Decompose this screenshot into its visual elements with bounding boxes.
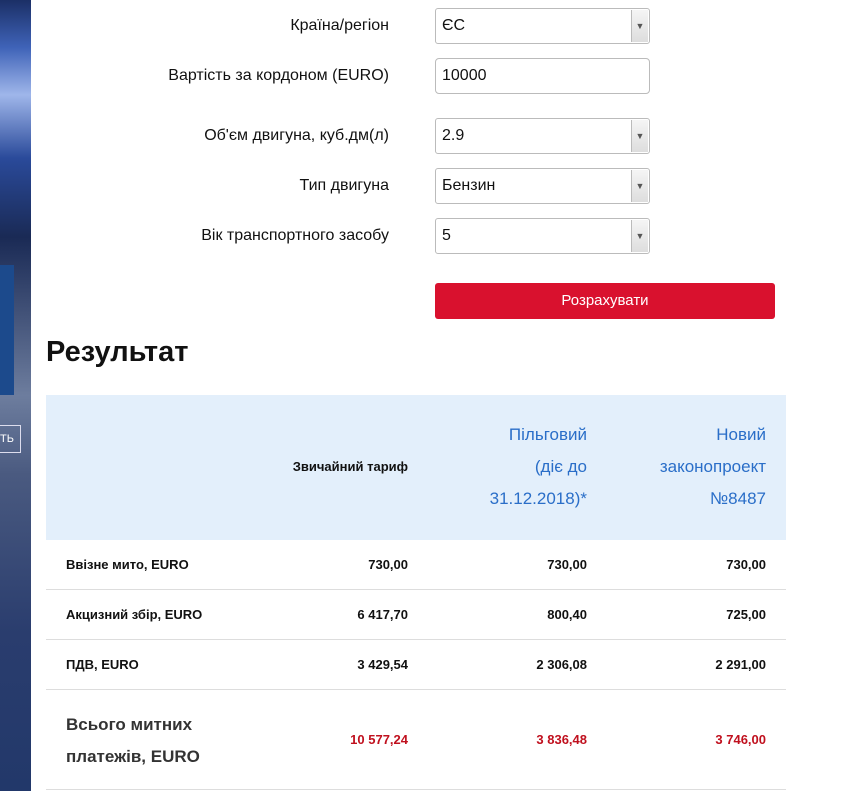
cell: 2 291,00 (715, 657, 766, 672)
cell: 730,00 (368, 557, 408, 572)
table-row: Ввізне мито, EURO 730,00 730,00 730,00 (46, 540, 786, 590)
engine-type-select[interactable]: Бензин ▼ (435, 168, 650, 204)
cell: 730,00 (726, 557, 766, 572)
header-line: №8487 (709, 489, 766, 508)
age-value: 5 (442, 227, 451, 244)
product-image (0, 265, 14, 395)
price-value: 10000 (442, 67, 487, 84)
age-label: Вік транспортного засобу (201, 227, 389, 244)
engine-type-value: Бензин (442, 177, 496, 194)
engine-volume-value: 2.9 (442, 127, 465, 144)
header-line: 31.12.2018)* (489, 489, 587, 508)
row-label: Ввізне мито, EURO (66, 557, 189, 572)
header-line: Пільговий (508, 425, 587, 444)
price-input[interactable]: 10000 (435, 58, 650, 94)
cell: 730,00 (547, 557, 587, 572)
chevron-down-icon: ▼ (631, 120, 648, 152)
ad-banner[interactable]: ТЬ (0, 0, 31, 791)
engine-volume-row: Об'єм двигуна, куб.дм(л) 2.9 ▼ (0, 118, 849, 154)
country-select[interactable]: ЄС ▼ (435, 8, 650, 44)
country-row: Країна/регіон ЄС ▼ (0, 8, 849, 44)
price-label: Вартість за кордоном (EURO) (168, 67, 389, 84)
engine-volume-label: Об'єм двигуна, куб.дм(л) (204, 127, 389, 144)
total-cell: 3 836,48 (536, 732, 587, 747)
row-label: Акцизний збір, EURO (66, 607, 203, 622)
total-label: Всього митних платежів, EURO (66, 715, 200, 766)
chevron-down-icon: ▼ (631, 170, 648, 202)
total-cell: 3 746,00 (715, 732, 766, 747)
header-line: законопроект (659, 457, 766, 476)
header-regular: Звичайний тариф (292, 459, 408, 474)
chevron-down-icon: ▼ (631, 10, 648, 42)
total-cell: 10 577,24 (350, 732, 408, 747)
row-label: ПДВ, EURO (66, 657, 139, 672)
engine-type-row: Тип двигуна Бензин ▼ (0, 168, 849, 204)
age-select[interactable]: 5 ▼ (435, 218, 650, 254)
cell: 800,40 (547, 607, 587, 622)
country-label: Країна/регіон (290, 17, 389, 34)
calculate-button[interactable]: Розрахувати (435, 283, 775, 319)
table-row: ПДВ, EURO 3 429,54 2 306,08 2 291,00 (46, 640, 786, 690)
total-row: Всього митних платежів, EURO 10 577,24 3… (46, 690, 786, 790)
price-row: Вартість за кордоном (EURO) 10000 (0, 58, 849, 94)
engine-type-label: Тип двигуна (299, 177, 389, 194)
header-new-bill: Новий законопроект №8487 (660, 419, 766, 515)
cell: 3 429,54 (357, 657, 408, 672)
header-line: (діє до (534, 457, 587, 476)
chevron-down-icon: ▼ (631, 220, 648, 252)
engine-volume-select[interactable]: 2.9 ▼ (435, 118, 650, 154)
table-header: Звичайний тариф Пільговий (діє до 31.12.… (46, 395, 786, 540)
header-line: Новий (716, 425, 766, 444)
result-title: Результат (46, 336, 189, 368)
result-table: Звичайний тариф Пільговий (діє до 31.12.… (46, 395, 786, 790)
country-value: ЄС (442, 17, 466, 34)
cell: 6 417,70 (357, 607, 408, 622)
table-row: Акцизний збір, EURO 6 417,70 800,40 725,… (46, 590, 786, 640)
cell: 2 306,08 (536, 657, 587, 672)
cell: 725,00 (726, 607, 766, 622)
age-row: Вік транспортного засобу 5 ▼ (0, 218, 849, 254)
header-preferential: Пільговий (діє до 31.12.2018)* (490, 419, 587, 515)
banner-button[interactable]: ТЬ (0, 425, 21, 453)
